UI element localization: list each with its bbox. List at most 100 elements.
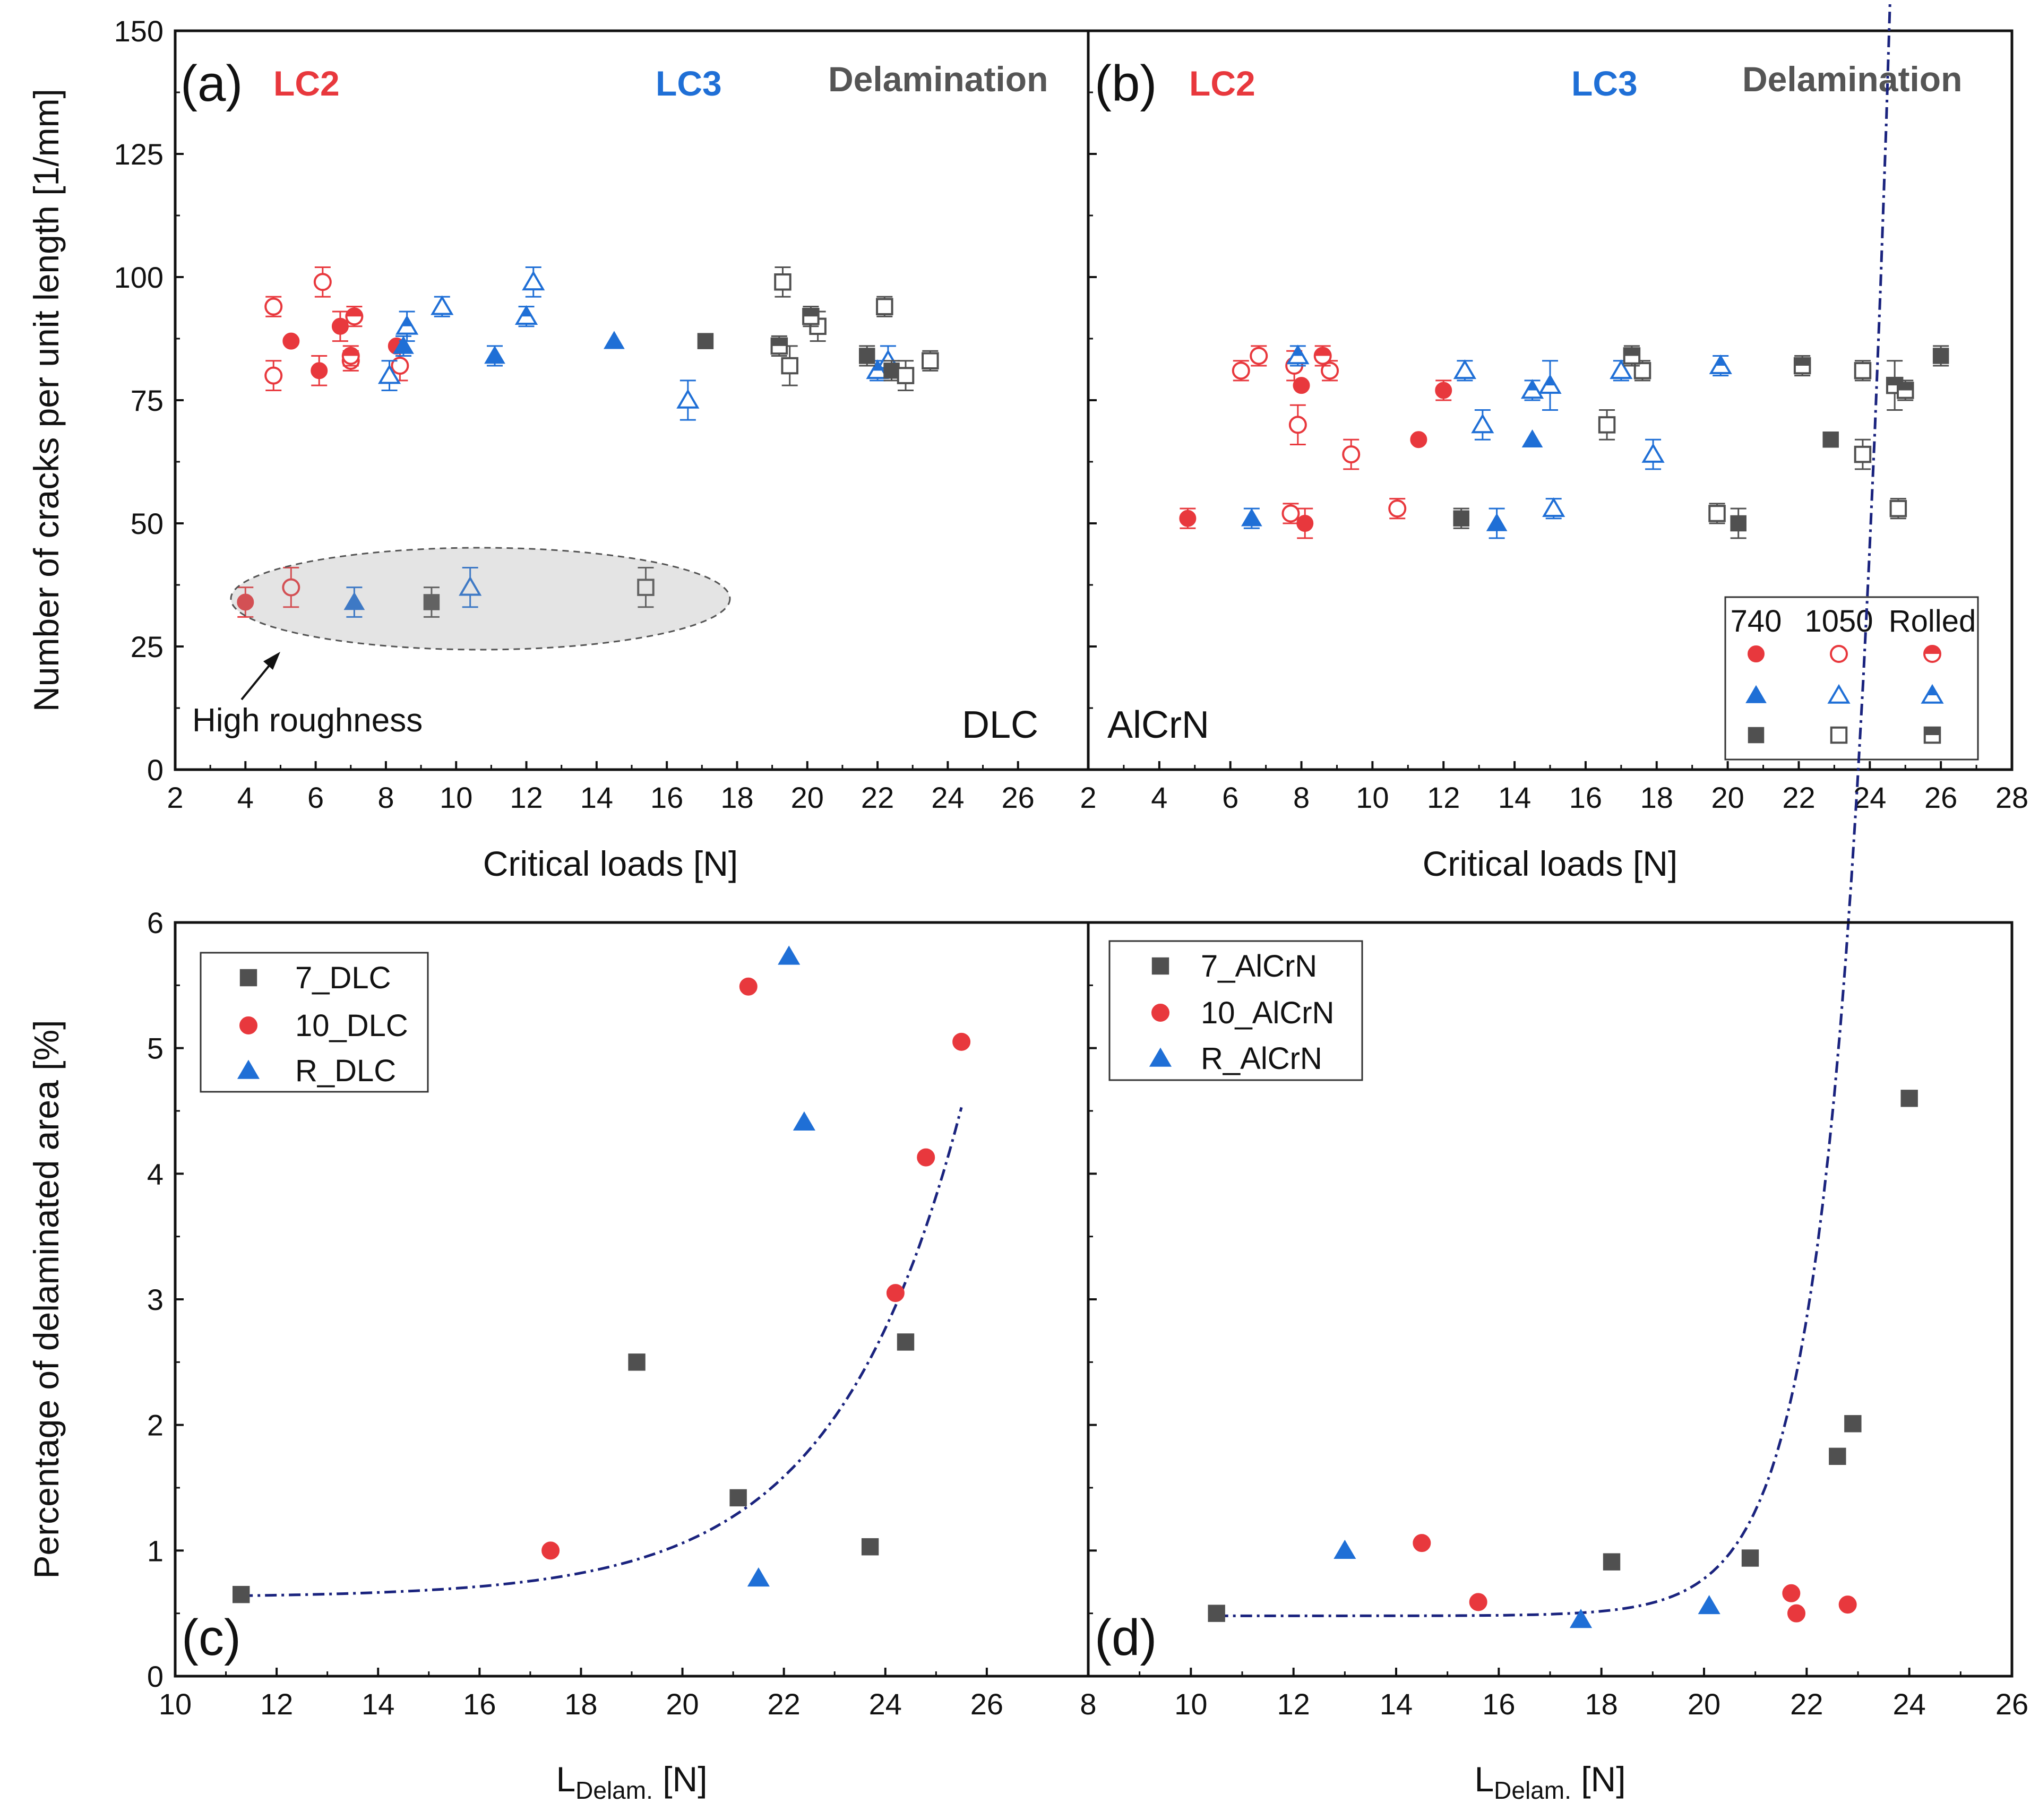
panel-a-coating-label: DLC <box>962 704 1038 746</box>
data-point <box>1782 1584 1801 1602</box>
data-point <box>802 307 820 325</box>
data-point <box>1610 359 1633 379</box>
data-point <box>1709 354 1732 374</box>
data-point <box>897 367 915 384</box>
legend-marker <box>1827 684 1851 704</box>
data-point <box>1281 504 1300 523</box>
x-tick-label: 8 <box>1293 781 1310 814</box>
x-tick-label: 24 <box>931 781 964 814</box>
x-tick-label: 18 <box>720 781 753 814</box>
data-point <box>781 357 798 375</box>
x-tick-label: 24 <box>1893 1687 1926 1721</box>
data-point <box>1232 361 1250 380</box>
data-point <box>1250 347 1268 365</box>
legend-marker <box>1149 1047 1172 1067</box>
data-point <box>1453 359 1476 379</box>
legend-label-7-dlc: 7_DLC <box>295 961 391 995</box>
data-point <box>774 273 791 291</box>
data-point <box>264 366 283 385</box>
data-point <box>1787 1604 1805 1623</box>
data-point <box>1435 382 1452 399</box>
y-tick-label: 100 <box>114 261 164 294</box>
x-tick-label: 2 <box>1080 781 1096 814</box>
data-point <box>1208 1605 1225 1622</box>
panel-b-coating-label: AlCrN <box>1107 704 1209 746</box>
panel-d-label: (d) <box>1095 1609 1157 1666</box>
data-point <box>861 1538 879 1556</box>
data-point <box>676 389 700 409</box>
panel-c-marks <box>233 945 971 1603</box>
x-tick-label: 20 <box>791 781 824 814</box>
x-tick-label: 8 <box>1080 1687 1096 1721</box>
panel-b-ticks: 2 4 6 8 10 12 14 16 18 20 22 24 26 28 <box>1080 30 2028 814</box>
legend-col-1050: 1050 <box>1804 604 1873 639</box>
axis-label-x-b: Critical loads [N] <box>1423 844 1677 883</box>
panel-d: 8 10 12 14 16 18 20 22 24 26 (d) 7_AlCrN 10_AlCrN… <box>1080 0 2028 1804</box>
x-tick-label: 12 <box>1427 781 1460 814</box>
data-point <box>514 305 538 325</box>
x-tick-label: 16 <box>463 1687 496 1721</box>
y-tick-label: 125 <box>114 137 164 171</box>
data-point <box>343 592 365 610</box>
panel-a-marks <box>237 266 939 618</box>
x-tick-label: 18 <box>1585 1687 1618 1721</box>
y-tick-label: 50 <box>131 507 164 540</box>
x-tick-label: 2 <box>167 781 183 814</box>
data-point <box>1598 416 1616 434</box>
data-point <box>1388 499 1407 518</box>
panel-a-frame <box>174 29 1090 771</box>
x-tick-label: 16 <box>650 781 683 814</box>
y-tick-label: 3 <box>147 1283 164 1316</box>
x-tick-label: 20 <box>1711 781 1744 814</box>
data-point <box>282 578 300 597</box>
legend-label-10-dlc: 10_DLC <box>295 1008 408 1043</box>
axis-label-x-a: Critical loads [N] <box>483 844 738 883</box>
panel-c-legend-markers <box>237 969 260 1079</box>
x-tick-label: 28 <box>1995 781 2028 814</box>
data-point <box>1730 515 1747 532</box>
data-point <box>484 346 505 364</box>
data-point <box>739 977 758 996</box>
panel-b-header-delamination: Delamination <box>1742 59 1962 99</box>
data-point <box>604 331 625 349</box>
x-tick-label: 20 <box>666 1687 699 1721</box>
data-point <box>311 362 328 379</box>
data-point <box>313 273 332 291</box>
legend-marker <box>1748 727 1765 744</box>
y-tick-label: 25 <box>131 630 164 663</box>
data-point <box>866 359 889 379</box>
x-tick-label: 4 <box>237 781 254 814</box>
data-point <box>1179 510 1197 527</box>
panel-d-ticks: 8 10 12 14 16 18 20 22 24 26 <box>1080 921 2028 1721</box>
x-tick-label: 16 <box>1569 781 1602 814</box>
legend-marker <box>1748 645 1765 662</box>
legend-label-7-alcrn: 7_AlCrN <box>1201 949 1317 984</box>
data-point <box>391 357 409 375</box>
data-point <box>858 348 875 364</box>
axis-label-y-bottom: Percentage of delaminated area [%] <box>27 1020 66 1579</box>
x-tick-label: 26 <box>1924 781 1957 814</box>
data-point <box>341 347 360 365</box>
y-tick-label: 75 <box>131 384 164 417</box>
panel-a-label: (a) <box>180 55 243 112</box>
x-tick-label: 26 <box>1995 1687 2028 1721</box>
x-tick-label: 18 <box>1640 781 1673 814</box>
data-point <box>1520 379 1544 399</box>
data-point <box>1293 377 1310 394</box>
data-point <box>1829 1447 1846 1465</box>
data-point <box>1854 362 1872 379</box>
legend-marker <box>1745 685 1767 703</box>
data-point <box>1453 510 1469 527</box>
legend-marker <box>1921 684 1944 704</box>
data-point <box>1288 416 1307 434</box>
data-point <box>1296 515 1314 532</box>
x-tick-label: 8 <box>377 781 394 814</box>
y-tick-label: 5 <box>147 1032 164 1065</box>
x-tick-label: 10 <box>159 1687 192 1721</box>
data-point <box>793 1111 815 1131</box>
data-point <box>1542 497 1565 517</box>
data-point <box>1321 361 1339 380</box>
